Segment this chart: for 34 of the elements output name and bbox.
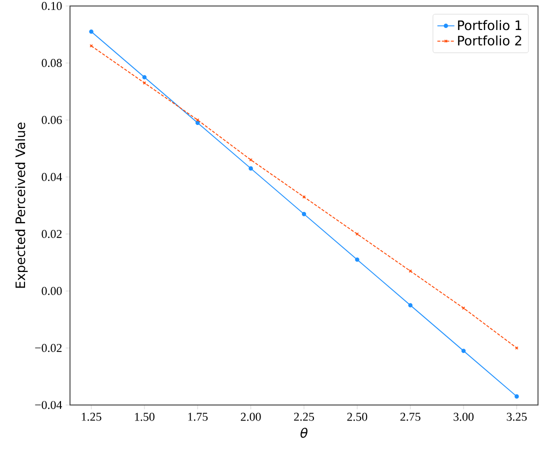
x-tick-label: 3.25 xyxy=(506,412,527,421)
x-tick-label: 2.00 xyxy=(240,412,261,421)
point xyxy=(90,44,93,48)
x-tick-label: 1.75 xyxy=(188,412,208,421)
x-tick-label: 2.50 xyxy=(347,412,368,421)
point xyxy=(142,81,146,85)
point xyxy=(89,30,94,34)
x-tick-label: 3.00 xyxy=(454,412,474,421)
y-tick-label: 0.10 xyxy=(42,2,62,10)
point xyxy=(302,195,306,199)
y-tick-label: 0.04 xyxy=(42,172,62,182)
y-tick-label: 0.08 xyxy=(42,58,62,68)
x-axis-title: θ xyxy=(300,428,308,438)
y-tick-label: −0.02 xyxy=(35,344,62,352)
legend-label: Portfolio 1 xyxy=(458,20,522,30)
point xyxy=(302,212,306,216)
point xyxy=(142,75,147,80)
x-tick-label: 2.25 xyxy=(294,412,314,421)
point xyxy=(408,303,413,308)
point xyxy=(195,120,200,125)
y-tick-label: 0.02 xyxy=(42,230,62,238)
y-tick-label: −0.04 xyxy=(35,400,62,410)
x-tick-label: 2.75 xyxy=(400,412,420,421)
y-tick-label: 0.00 xyxy=(42,286,62,296)
x-tick-label: 1.50 xyxy=(135,412,154,421)
point xyxy=(248,166,253,171)
y-axis-title: Expected Perceived Value xyxy=(15,122,28,288)
point xyxy=(355,258,360,262)
point xyxy=(514,394,519,399)
legend-label: Portfolio 2 xyxy=(458,35,522,46)
x-tick-label: 1.25 xyxy=(82,412,102,421)
y-tick-label: 0.06 xyxy=(42,116,62,124)
point xyxy=(461,348,466,353)
point xyxy=(196,118,200,122)
